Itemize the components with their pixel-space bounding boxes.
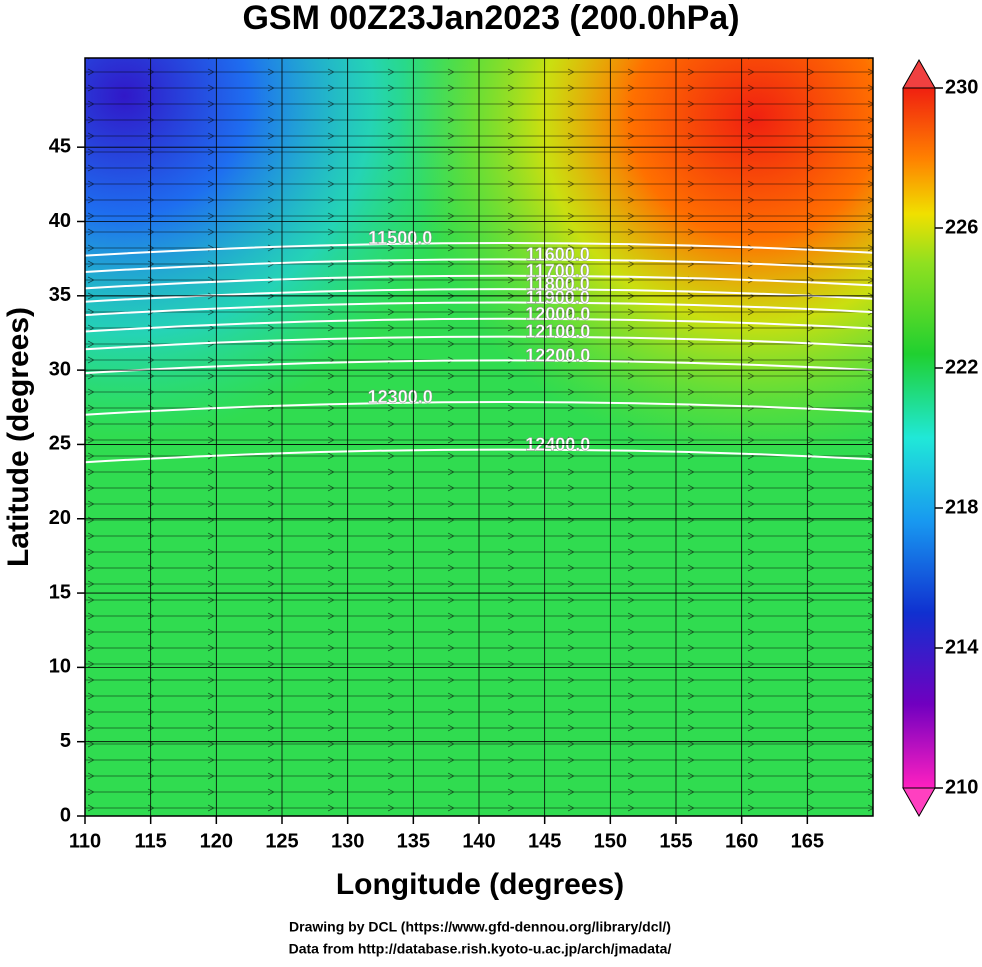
y-tick-label: 0 bbox=[60, 804, 71, 826]
colorbar-extend bbox=[902, 58, 936, 89]
contour-label: 11500.0 bbox=[368, 228, 432, 248]
x-tick-label: 155 bbox=[659, 830, 692, 852]
y-tick-label: 40 bbox=[49, 210, 71, 232]
contour-label: 11600.0 bbox=[526, 244, 590, 264]
colorbar-tick-label: 210 bbox=[945, 776, 978, 798]
plot-frame bbox=[84, 57, 874, 817]
x-axis-label: Longitude (degrees) bbox=[336, 868, 624, 901]
colorbar-tick-label: 226 bbox=[945, 216, 978, 238]
contour-label: 11800.0 bbox=[526, 274, 590, 294]
x-tick-label: 150 bbox=[594, 830, 627, 852]
y-tick-label: 30 bbox=[49, 358, 71, 380]
y-tick-label: 45 bbox=[49, 135, 71, 157]
contour-label: 12300.0 bbox=[368, 387, 433, 407]
colorbar-tick-label: 230 bbox=[945, 76, 978, 98]
x-tick-label: 145 bbox=[528, 830, 561, 852]
y-tick-label: 25 bbox=[49, 433, 71, 455]
y-axis-label: Latitude (degrees) bbox=[2, 307, 35, 567]
x-tick-label: 165 bbox=[791, 830, 824, 852]
x-tick-label: 160 bbox=[725, 830, 758, 852]
contour-label: 12000.0 bbox=[525, 304, 590, 324]
colorbar-tick-label: 222 bbox=[945, 356, 978, 378]
contour-label: 11900.0 bbox=[526, 288, 590, 308]
credit: Drawing by DCL (https://www.gfd-dennou.o… bbox=[289, 919, 671, 935]
colorbar-tick-label: 214 bbox=[945, 636, 979, 658]
credit: Data from http://database.rish.kyoto-u.a… bbox=[289, 941, 672, 957]
contour-label: 12200.0 bbox=[525, 345, 590, 365]
x-tick-label: 125 bbox=[265, 830, 298, 852]
y-tick-label: 5 bbox=[60, 730, 71, 752]
x-tick-label: 130 bbox=[331, 830, 364, 852]
y-tick-label: 10 bbox=[49, 656, 71, 678]
x-tick-label: 135 bbox=[397, 830, 430, 852]
contour-label: 12100.0 bbox=[525, 322, 590, 342]
y-tick-label: 20 bbox=[49, 507, 71, 529]
colorbar-tick-label: 218 bbox=[945, 496, 978, 518]
x-tick-label: 140 bbox=[462, 830, 495, 852]
x-tick-label: 110 bbox=[69, 830, 101, 852]
y-tick-label: 35 bbox=[49, 284, 71, 306]
x-tick-label: 120 bbox=[200, 830, 233, 852]
x-tick-label: 115 bbox=[135, 830, 167, 852]
colorbar-extend bbox=[902, 787, 936, 818]
y-tick-label: 15 bbox=[49, 581, 71, 603]
chart-title: GSM 00Z23Jan2023 (200.0hPa) bbox=[242, 0, 739, 37]
contour-label: 11700.0 bbox=[526, 261, 590, 281]
colorbar bbox=[902, 87, 936, 789]
